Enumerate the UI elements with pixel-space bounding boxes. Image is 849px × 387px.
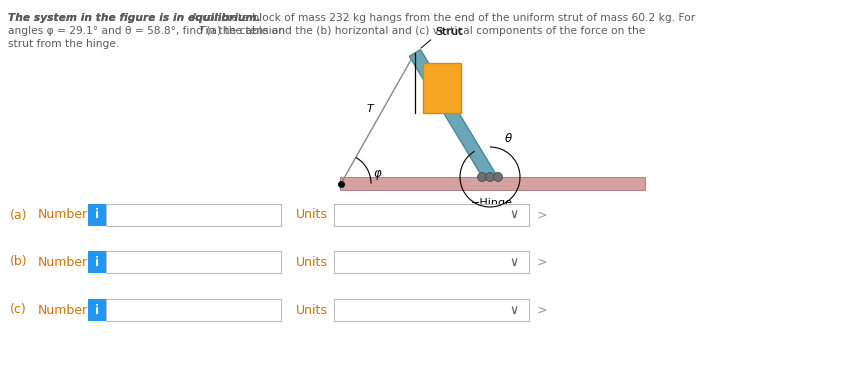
Text: ∨: ∨ <box>510 255 519 269</box>
Text: Units: Units <box>296 255 328 269</box>
FancyBboxPatch shape <box>106 251 281 273</box>
FancyBboxPatch shape <box>88 299 106 321</box>
Text: ∨: ∨ <box>510 303 519 317</box>
Text: Number: Number <box>38 303 88 317</box>
Text: >: > <box>537 303 548 317</box>
Text: ∨: ∨ <box>510 209 519 221</box>
Text: T: T <box>366 104 373 114</box>
FancyBboxPatch shape <box>106 204 281 226</box>
Circle shape <box>493 173 503 182</box>
FancyBboxPatch shape <box>334 251 529 273</box>
Text: Units: Units <box>296 303 328 317</box>
Bar <box>423 63 461 113</box>
Text: i: i <box>95 209 99 221</box>
Text: strut from the hinge.: strut from the hinge. <box>8 39 120 49</box>
FancyBboxPatch shape <box>334 204 529 226</box>
Circle shape <box>477 173 486 182</box>
Text: (c): (c) <box>10 303 27 317</box>
FancyBboxPatch shape <box>334 299 529 321</box>
Text: Units: Units <box>296 209 328 221</box>
Text: φ: φ <box>373 168 380 180</box>
Text: >: > <box>537 209 548 221</box>
Bar <box>340 177 645 190</box>
Text: i: i <box>95 303 99 317</box>
Text: T: T <box>199 26 205 36</box>
Text: in the cable and the (b) horizontal and (c) vertical components of the force on : in the cable and the (b) horizontal and … <box>202 26 646 36</box>
Text: (b): (b) <box>10 255 28 269</box>
Text: Number: Number <box>38 255 88 269</box>
Text: Number: Number <box>38 209 88 221</box>
Text: A concrete block of mass 232 kg hangs from the end of the uniform strut of mass : A concrete block of mass 232 kg hangs fr… <box>188 13 695 23</box>
FancyBboxPatch shape <box>88 251 106 273</box>
FancyBboxPatch shape <box>88 204 106 226</box>
Text: θ: θ <box>505 132 512 145</box>
Text: The system in the figure is in equilibrium.: The system in the figure is in equilibri… <box>8 13 261 23</box>
Circle shape <box>486 173 494 182</box>
Text: Strut: Strut <box>435 27 463 37</box>
Text: The system in the figure is in equilibrium.: The system in the figure is in equilibri… <box>8 13 261 23</box>
Text: >: > <box>537 255 548 269</box>
Text: (a): (a) <box>10 209 27 221</box>
Text: −Hinge: −Hinge <box>471 198 513 208</box>
FancyBboxPatch shape <box>106 299 281 321</box>
Text: i: i <box>95 255 99 269</box>
Polygon shape <box>409 50 496 180</box>
Text: angles φ = 29.1° and θ = 58.8°, find (a) the tension: angles φ = 29.1° and θ = 58.8°, find (a)… <box>8 26 289 36</box>
